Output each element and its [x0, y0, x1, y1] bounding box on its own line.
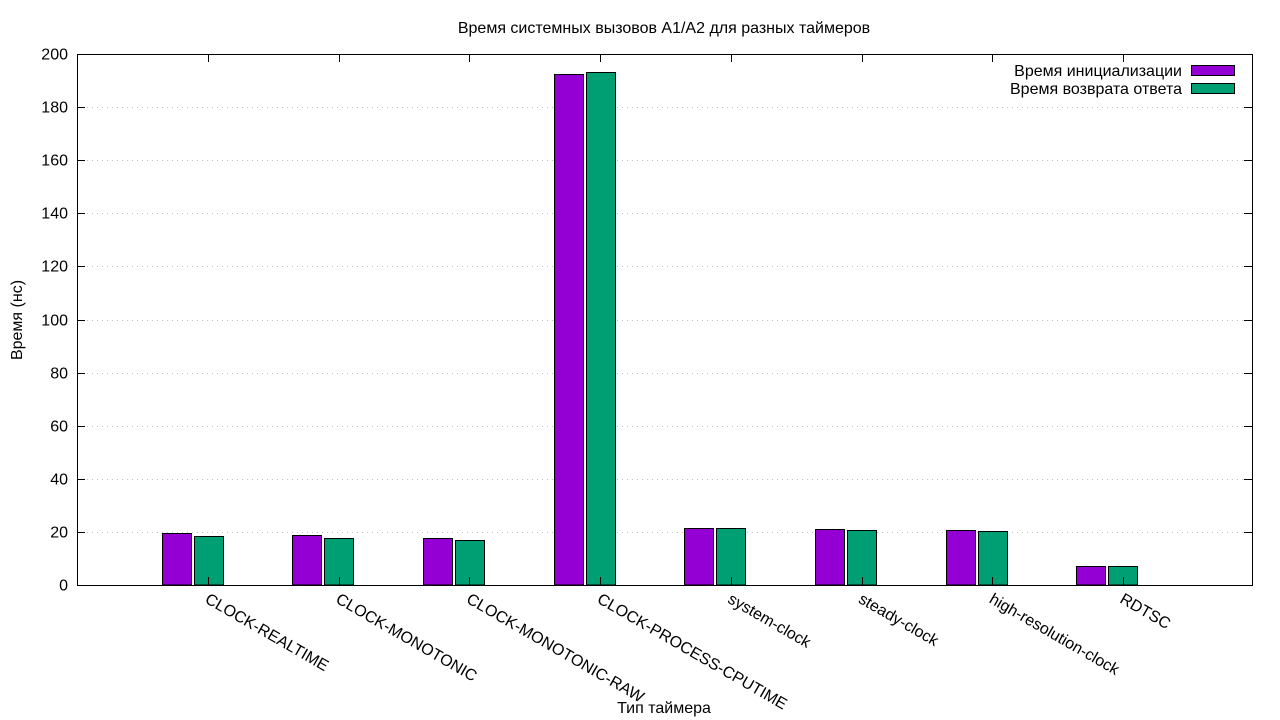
bar-init [1076, 566, 1106, 586]
bar-init [815, 529, 845, 586]
x-axis-label: Тип таймера [617, 700, 711, 717]
y-tick-label: 40 [50, 472, 68, 489]
x-tick-label: steady-clock [856, 591, 942, 651]
legend-label: Время возврата ответа [1010, 81, 1182, 98]
bar-response [586, 72, 616, 586]
bar-response [847, 530, 877, 586]
y-tick-label: 180 [41, 100, 68, 117]
x-tick-label: CLOCK-MONOTONIC [333, 591, 480, 686]
x-tick-label: CLOCK-REALTIME [202, 591, 331, 675]
x-tick-label: system-clock [725, 591, 814, 652]
legend-label: Время инициализации [1014, 63, 1182, 80]
plot-frame [77, 54, 1253, 586]
y-tick-label: 80 [50, 366, 68, 383]
bar-response [194, 536, 224, 586]
x-axis-tick-labels: CLOCK-REALTIME CLOCK-MONOTONICCLOCK-MONOT… [202, 591, 1173, 714]
y-tick-label: 100 [41, 313, 68, 330]
y-tick-label: 160 [41, 153, 68, 170]
y-tick-label: 200 [41, 47, 68, 64]
y-tick-label: 60 [50, 419, 68, 436]
chart-title: Время системных вызовов A1/A2 для разных… [458, 20, 870, 37]
bar-init [684, 528, 714, 586]
legend-swatch [1191, 65, 1235, 76]
grid [77, 107, 1252, 533]
bar-init [423, 538, 453, 586]
y-tick-label: 20 [50, 525, 68, 542]
y-tick-label: 0 [59, 578, 68, 595]
bars [162, 72, 1138, 586]
y-axis-ticks: 0 20 40 60 80 100 120 140 160 180 200 [41, 47, 1252, 595]
y-tick-label: 140 [41, 206, 68, 223]
legend-swatch [1191, 83, 1235, 94]
x-axis-ticks [208, 54, 1124, 585]
bar-init [554, 74, 584, 586]
x-tick-label: RDTSC [1117, 591, 1173, 633]
y-axis-label: Время (нс) [9, 280, 26, 360]
bar-init [162, 533, 192, 586]
bar-init [292, 535, 322, 586]
bar-init [946, 530, 976, 586]
bar-response [978, 531, 1008, 586]
x-tick-label: high-resolution-clock [986, 591, 1122, 680]
y-tick-label: 120 [41, 259, 68, 276]
bar-response [716, 528, 746, 586]
